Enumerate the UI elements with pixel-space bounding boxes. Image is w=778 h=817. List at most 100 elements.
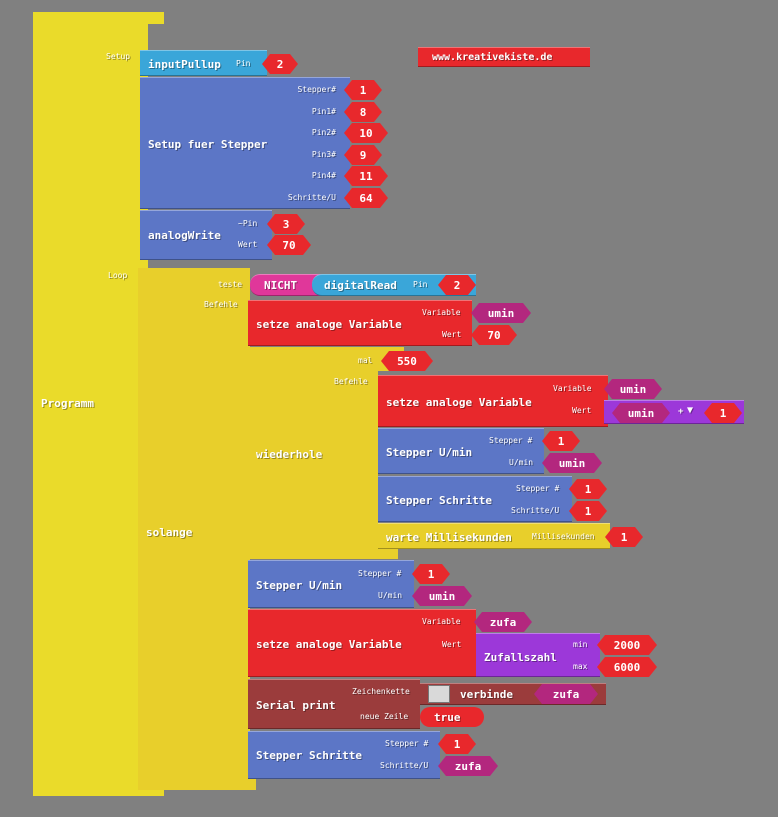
stepper-setup-block[interactable] xyxy=(140,77,350,209)
input-pullup-label: inputPullup xyxy=(148,58,221,71)
stepper-umin-stepper-value-1[interactable]: 1 xyxy=(542,431,580,451)
set-var-block-2[interactable] xyxy=(378,375,608,427)
stepper-setup-param-label: Pin4# xyxy=(311,171,336,180)
digital-read-pin-value[interactable]: 2 xyxy=(438,275,476,295)
random-label: Zufallszahl xyxy=(484,651,557,664)
stepper-setup-param-value[interactable]: 10 xyxy=(344,123,388,143)
analog-write-label: analogWrite xyxy=(148,229,221,242)
stepper-steps-steps-value-1[interactable]: 1 xyxy=(569,501,607,521)
set-var-label-1: setze analoge Variable xyxy=(256,318,402,331)
set-var-variable-label-2: Variable xyxy=(553,384,592,393)
program-label: Programm xyxy=(41,397,94,410)
stepper-umin-umin-value-1[interactable]: umin xyxy=(542,453,602,473)
setup-label: Setup xyxy=(106,52,131,61)
join-label: verbinde xyxy=(460,688,513,701)
while-top-bar xyxy=(138,268,250,296)
stepper-steps-label-2: Stepper Schritte xyxy=(256,749,362,762)
stepper-steps-stepper-value-1[interactable]: 1 xyxy=(569,479,607,499)
math-expression-var[interactable]: umin xyxy=(612,403,670,423)
newline-bool[interactable] xyxy=(420,707,484,727)
website-label xyxy=(418,47,590,67)
analog-write-block[interactable] xyxy=(140,210,272,260)
stepper-steps-label-1: Stepper Schritte xyxy=(386,494,492,507)
stepper-umin-umin-value-2[interactable]: umin xyxy=(412,586,472,606)
repeat-top-bar xyxy=(248,347,404,371)
join-mutator-icon[interactable] xyxy=(428,685,450,703)
program-top-arm xyxy=(140,12,164,24)
digital-read-block[interactable] xyxy=(312,274,476,296)
stepper-umin-label-1: Stepper U/min xyxy=(386,446,473,459)
set-var-wert-label-3: Wert xyxy=(442,640,462,649)
stepper-setup-param-label: Pin3# xyxy=(311,150,336,159)
stepper-umin-label-2: Stepper U/min xyxy=(256,579,343,592)
stepper-setup-param-value[interactable]: 1 xyxy=(344,80,382,100)
join-var-value[interactable]: zufa xyxy=(534,684,598,704)
set-var-variable-value-2[interactable]: umin xyxy=(604,379,662,399)
stepper-setup-param-label: Pin1# xyxy=(311,107,336,116)
set-var-label-3: setze analoge Variable xyxy=(256,638,402,651)
input-pullup-pin-value[interactable]: 2 xyxy=(262,54,298,74)
stepper-setup-param-value[interactable]: 64 xyxy=(344,188,388,208)
newline-bool-label: true xyxy=(434,711,461,724)
repeat-commands-label: Befehle xyxy=(334,377,368,386)
wait-ms-value[interactable]: 1 xyxy=(605,527,643,547)
set-var-block-3[interactable] xyxy=(248,609,476,677)
stepper-umin-block-2[interactable] xyxy=(248,560,414,608)
random-min-value[interactable]: 2000 xyxy=(597,635,657,655)
while-bottom-bar xyxy=(138,778,256,790)
analog-write-pin-label: ~Pin xyxy=(238,219,258,228)
while-commands-label: Befehle xyxy=(204,300,238,309)
program-block[interactable] xyxy=(33,12,148,796)
stepper-steps-steps-label-1: Schritte/U xyxy=(511,506,560,515)
set-var-variable-value-3[interactable]: zufa xyxy=(474,612,532,632)
set-var-variable-value-1[interactable]: umin xyxy=(471,303,531,323)
stepper-setup-param-value[interactable]: 11 xyxy=(344,166,388,186)
set-var-block-1[interactable] xyxy=(248,300,472,346)
set-var-variable-label-1: Variable xyxy=(422,308,461,317)
stepper-steps-steps-label-2: Schritte/U xyxy=(380,761,429,770)
set-var-label-2: setze analoge Variable xyxy=(386,396,532,409)
math-expression-value[interactable]: 1 xyxy=(704,403,742,423)
stepper-umin-umin-label-1: U/min xyxy=(509,458,534,467)
input-pullup-pin-label: Pin xyxy=(236,59,251,68)
stepper-setup-param-label: Schritte/U xyxy=(287,193,336,202)
not-label: NICHT xyxy=(264,279,298,292)
serial-print-newline-label: neue Zeile xyxy=(360,712,409,721)
digital-read-pin-label: Pin xyxy=(413,280,428,289)
stepper-steps-block-1[interactable] xyxy=(378,476,572,522)
analog-write-wert-label: Wert xyxy=(238,240,258,249)
stepper-setup-param-label: Stepper# xyxy=(297,85,336,94)
set-var-wert-value-1[interactable]: 70 xyxy=(471,325,517,345)
math-operator-dropdown-icon[interactable]: ▼ xyxy=(687,405,694,416)
while-label: solange xyxy=(146,526,193,539)
repeat-times-label: mal xyxy=(358,356,373,365)
stepper-umin-block-1[interactable] xyxy=(378,428,544,474)
stepper-setup-param-value[interactable]: 9 xyxy=(344,145,382,165)
loop-label: Loop xyxy=(108,271,128,280)
repeat-label: wiederhole xyxy=(256,448,323,461)
repeat-times-value[interactable]: 550 xyxy=(381,351,433,371)
serial-print-label: Serial print xyxy=(256,699,336,712)
input-pullup-block[interactable] xyxy=(140,50,267,76)
while-block[interactable] xyxy=(138,268,250,790)
wait-block[interactable] xyxy=(378,523,610,549)
analog-write-pin-value[interactable]: 3 xyxy=(267,214,305,234)
math-operator: + xyxy=(678,407,684,417)
set-var-variable-label-3: Variable xyxy=(422,617,461,626)
random-max-value[interactable]: 6000 xyxy=(597,657,657,677)
stepper-steps-stepper-value-2[interactable]: 1 xyxy=(438,734,476,754)
serial-print-block[interactable] xyxy=(248,679,420,729)
random-max-label: max xyxy=(573,662,588,671)
stepper-umin-umin-label-2: U/min xyxy=(378,591,403,600)
stepper-steps-stepper-label-2: Stepper # xyxy=(385,739,429,748)
stepper-umin-stepper-value-2[interactable]: 1 xyxy=(412,564,450,584)
repeat-bottom-bar xyxy=(248,549,398,559)
serial-print-chars-label: Zeichenkette xyxy=(352,687,410,696)
stepper-setup-param-value[interactable]: 8 xyxy=(344,102,382,122)
analog-write-wert-value[interactable]: 70 xyxy=(267,235,311,255)
random-block[interactable] xyxy=(476,633,600,677)
set-var-wert-label-1: Wert xyxy=(442,330,462,339)
stepper-steps-steps-value-2[interactable]: zufa xyxy=(438,756,498,776)
while-test-label: teste xyxy=(218,280,243,289)
stepper-steps-block-2[interactable] xyxy=(248,731,440,779)
